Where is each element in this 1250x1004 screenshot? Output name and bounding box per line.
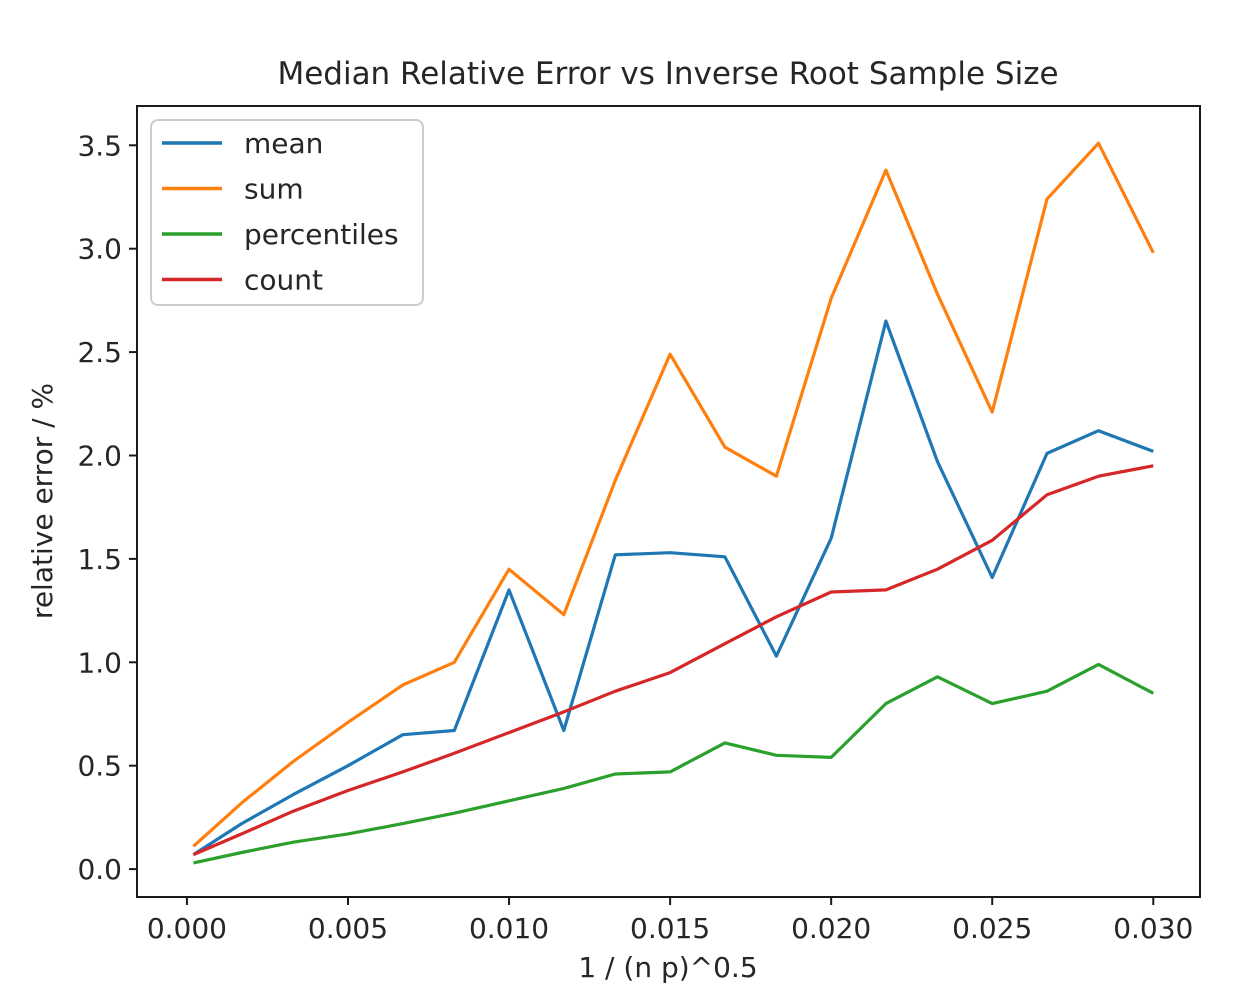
legend-label-sum: sum [244, 173, 304, 206]
x-tick-label: 0.020 [791, 912, 871, 945]
series-line-sum [192, 141, 1155, 848]
y-tick-label: 3.0 [77, 233, 122, 266]
y-tick-label: 1.0 [77, 646, 122, 679]
legend-entries: mean sum percentiles count [162, 127, 399, 297]
legend-label-percentiles: percentiles [244, 218, 399, 251]
y-tick-label: 3.5 [77, 129, 122, 162]
y-tick-label: 0.5 [77, 750, 122, 783]
legend-frame [150, 119, 424, 306]
y-tick-label: 2.5 [77, 336, 122, 369]
y-tick-label: 2.0 [77, 439, 122, 472]
series-lines [192, 141, 1155, 865]
series-line-mean [192, 319, 1154, 856]
x-tick-label: 0.010 [469, 912, 549, 945]
y-tick-label: 0.0 [77, 853, 122, 886]
legend: mean sum percentiles count [150, 119, 424, 306]
x-tick-label: 0.000 [147, 912, 227, 945]
x-tick-label: 0.015 [630, 912, 710, 945]
x-axis-ticks: 0.000 0.005 0.010 0.015 0.020 0.025 0.030 [147, 897, 1193, 945]
legend-label-mean: mean [244, 127, 323, 160]
series-line-count [192, 464, 1154, 857]
y-tick-label: 1.5 [77, 543, 122, 576]
series-line-percentiles [193, 662, 1155, 865]
y-axis-label: relative error / % [26, 383, 59, 619]
x-axis-label: 1 / (n p)^0.5 [578, 951, 757, 984]
y-axis-ticks: 0.0 0.5 1.0 1.5 2.0 2.5 3.0 3.5 [77, 129, 137, 886]
x-tick-label: 0.005 [308, 912, 388, 945]
plot-area-border [136, 105, 1201, 898]
x-tick-label: 0.025 [952, 912, 1032, 945]
legend-label-count: count [244, 264, 323, 297]
x-tick-label: 0.030 [1113, 912, 1193, 945]
chart-title: Median Relative Error vs Inverse Root Sa… [277, 56, 1058, 92]
